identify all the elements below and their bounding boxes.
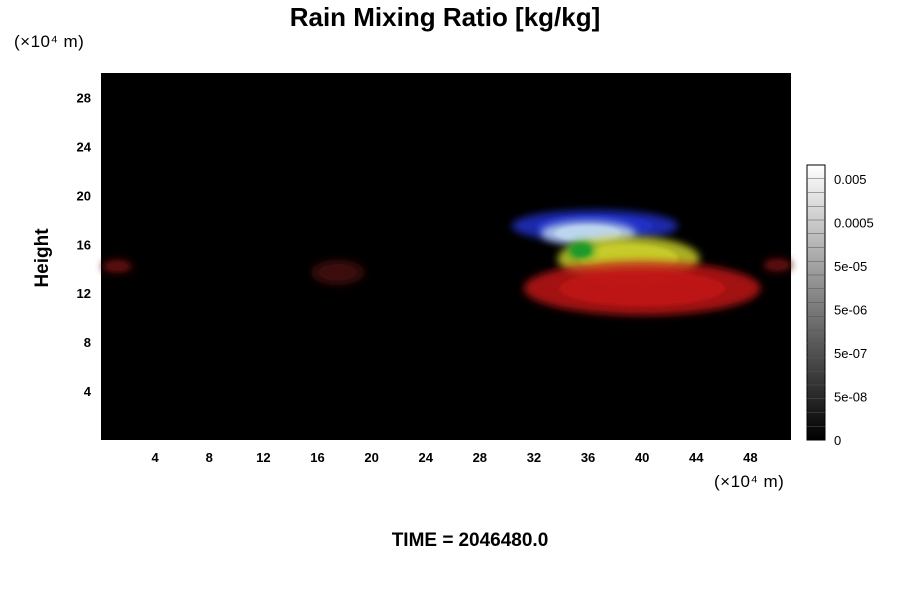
rain-feature (310, 259, 365, 286)
x-axis-ticks: 4 8 12 16 20 24 28 32 36 40 44 48 (152, 450, 758, 465)
y-axis-ticks: 4 8 12 16 20 24 28 (77, 90, 92, 399)
rain-feature (523, 261, 761, 316)
rain-feature (762, 257, 793, 273)
y-tick-label: 28 (77, 90, 91, 105)
x-tick-label: 36 (581, 450, 595, 465)
time-readout: TIME = 2046480.0 (0, 530, 900, 552)
rain-feature-core (106, 261, 129, 272)
colorbar-tick-label: 0.0005 (834, 216, 874, 231)
y-tick-label: 12 (77, 286, 91, 301)
x-tick-label: 16 (310, 450, 324, 465)
colorbar-tick-label: 5e-06 (834, 303, 867, 318)
time-value: 2046480.0 (458, 530, 549, 551)
x-axis-unit: (×10⁴ m) (714, 472, 785, 491)
x-tick-label: 24 (418, 450, 433, 465)
rain-feature-core (554, 225, 622, 242)
rain-feature-core (767, 260, 788, 270)
rain-feature-core (559, 270, 726, 306)
y-tick-label: 16 (77, 237, 91, 252)
x-tick-label: 28 (473, 450, 487, 465)
chart-title: Rain Mixing Ratio [kg/kg] (289, 2, 601, 32)
colorbar-tick-label: 5e-08 (834, 390, 867, 405)
x-tick-label: 12 (256, 450, 270, 465)
y-tick-label: 4 (84, 384, 92, 399)
colorbar-tick-label: 0 (834, 433, 841, 448)
time-label: TIME = (391, 530, 454, 551)
x-tick-label: 8 (206, 450, 213, 465)
x-tick-label: 32 (527, 450, 541, 465)
colorbar-tick-label: 5e-07 (834, 346, 867, 361)
colorbar: 0 5e-08 5e-07 5e-06 5e-05 0.0005 0.005 (806, 164, 874, 448)
rain-field-layer (101, 210, 793, 316)
rain-feature-core (571, 244, 591, 257)
x-tick-label: 20 (364, 450, 378, 465)
x-tick-label: 48 (743, 450, 757, 465)
x-tick-label: 44 (689, 450, 704, 465)
colorbar-tick-label: 5e-05 (834, 259, 867, 274)
rain-feature (101, 258, 133, 274)
x-tick-label: 40 (635, 450, 649, 465)
y-axis-unit: (×10⁴ m) (14, 32, 85, 51)
rain-feature (567, 241, 595, 260)
y-tick-label: 8 (84, 335, 91, 350)
colorbar-tick-label: 0.005 (834, 172, 867, 187)
x-tick-label: 4 (152, 450, 160, 465)
rain-feature-core (318, 264, 357, 281)
y-tick-label: 20 (77, 188, 91, 203)
y-tick-label: 24 (77, 139, 92, 154)
